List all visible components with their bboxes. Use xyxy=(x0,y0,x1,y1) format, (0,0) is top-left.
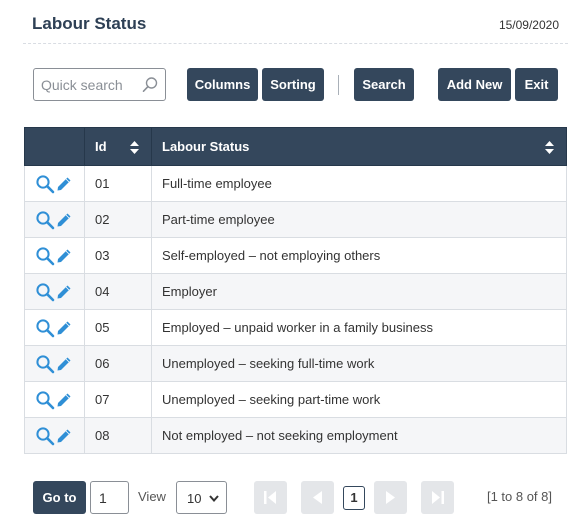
pencil-icon[interactable] xyxy=(56,284,72,300)
sorting-button[interactable]: Sorting xyxy=(262,68,324,101)
row-labour-status: Self-employed – not employing others xyxy=(151,237,567,274)
table-row[interactable]: 01 Full-time employee xyxy=(24,165,567,202)
page-date: 15/09/2020 xyxy=(498,18,559,32)
page-size-value: 10 xyxy=(187,491,202,506)
column-header-actions xyxy=(24,127,85,166)
table-body: 01 Full-time employee 02 Part-time employee… xyxy=(24,165,567,454)
pager: Go to View 10 1 [1 to 8 of 8] xyxy=(0,476,586,516)
toolbar: Columns Sorting Search Add New Exit xyxy=(0,0,586,110)
table-header-row: Id Labour Status xyxy=(24,127,567,166)
magnifier-icon[interactable] xyxy=(35,246,55,266)
page-size-select[interactable]: 10 xyxy=(176,481,227,514)
magnifier-icon[interactable] xyxy=(35,282,55,302)
table-row[interactable]: 08 Not employed – not seeking employment xyxy=(24,417,567,454)
column-header-labour-status[interactable]: Labour Status xyxy=(151,127,567,166)
magnifier-icon[interactable] xyxy=(35,318,55,338)
row-labour-status: Not employed – not seeking employment xyxy=(151,417,567,454)
previous-page-button[interactable] xyxy=(301,481,334,514)
previous-page-icon xyxy=(313,491,322,504)
row-labour-status: Employer xyxy=(151,273,567,310)
table-row[interactable]: 02 Part-time employee xyxy=(24,201,567,238)
toolbar-divider xyxy=(338,75,339,95)
row-actions xyxy=(24,417,85,454)
first-page-button[interactable] xyxy=(254,481,287,514)
row-id: 06 xyxy=(84,345,152,382)
row-id: 04 xyxy=(84,273,152,310)
column-header-id-label: Id xyxy=(95,139,107,154)
row-id: 07 xyxy=(84,381,152,418)
search-button[interactable]: Search xyxy=(354,68,414,101)
next-page-icon xyxy=(386,491,395,504)
row-actions xyxy=(24,165,85,202)
row-labour-status: Full-time employee xyxy=(151,165,567,202)
pencil-icon[interactable] xyxy=(56,356,72,372)
row-actions xyxy=(24,381,85,418)
page-title: Labour Status xyxy=(32,14,147,33)
last-page-button[interactable] xyxy=(421,481,454,514)
pencil-icon[interactable] xyxy=(56,392,72,408)
exit-button[interactable]: Exit xyxy=(515,68,558,101)
columns-button[interactable]: Columns xyxy=(187,68,258,101)
magnifier-icon[interactable] xyxy=(35,390,55,410)
row-actions xyxy=(24,237,85,274)
magnifier-icon[interactable] xyxy=(141,76,159,94)
labour-status-table: Id Labour Status 01 Full-time employee 02 P… xyxy=(24,127,567,454)
sort-icon[interactable] xyxy=(130,141,139,154)
row-labour-status: Part-time employee xyxy=(151,201,567,238)
page-header: Labour Status 15/09/2020 xyxy=(23,0,568,44)
table-row[interactable]: 06 Unemployed – seeking full-time work xyxy=(24,345,567,382)
row-id: 01 xyxy=(84,165,152,202)
sort-icon[interactable] xyxy=(545,141,554,154)
row-actions xyxy=(24,345,85,382)
table-row[interactable]: 04 Employer xyxy=(24,273,567,310)
magnifier-icon[interactable] xyxy=(35,426,55,446)
row-labour-status: Employed – unpaid worker in a family bus… xyxy=(151,309,567,346)
pencil-icon[interactable] xyxy=(56,320,72,336)
go-to-button[interactable]: Go to xyxy=(33,481,86,514)
row-id: 05 xyxy=(84,309,152,346)
row-id: 03 xyxy=(84,237,152,274)
row-actions xyxy=(24,309,85,346)
column-header-labour-status-label: Labour Status xyxy=(162,139,250,154)
magnifier-icon[interactable] xyxy=(35,354,55,374)
pencil-icon[interactable] xyxy=(56,176,72,192)
magnifier-icon[interactable] xyxy=(35,174,55,194)
next-page-button[interactable] xyxy=(374,481,407,514)
view-label: View xyxy=(138,489,166,504)
add-new-button[interactable]: Add New xyxy=(438,68,511,101)
column-header-id[interactable]: Id xyxy=(84,127,152,166)
row-id: 02 xyxy=(84,201,152,238)
magnifier-icon[interactable] xyxy=(35,210,55,230)
table-row[interactable]: 05 Employed – unpaid worker in a family b… xyxy=(24,309,567,346)
current-page-indicator[interactable]: 1 xyxy=(343,486,365,510)
row-actions xyxy=(24,201,85,238)
quick-search-input[interactable] xyxy=(34,69,144,100)
pencil-icon[interactable] xyxy=(56,248,72,264)
table-row[interactable]: 07 Unemployed – seeking part-time work xyxy=(24,381,567,418)
row-id: 08 xyxy=(84,417,152,454)
page-range-info: [1 to 8 of 8] xyxy=(486,489,552,504)
first-page-icon xyxy=(264,491,276,504)
quick-search-box xyxy=(33,68,166,101)
table-row[interactable]: 03 Self-employed – not employing others xyxy=(24,237,567,274)
pencil-icon[interactable] xyxy=(56,212,72,228)
row-labour-status: Unemployed – seeking part-time work xyxy=(151,381,567,418)
row-labour-status: Unemployed – seeking full-time work xyxy=(151,345,567,382)
row-actions xyxy=(24,273,85,310)
go-to-page-input[interactable] xyxy=(90,481,129,514)
chevron-down-icon xyxy=(209,495,219,502)
pencil-icon[interactable] xyxy=(56,428,72,444)
last-page-icon xyxy=(432,491,444,504)
